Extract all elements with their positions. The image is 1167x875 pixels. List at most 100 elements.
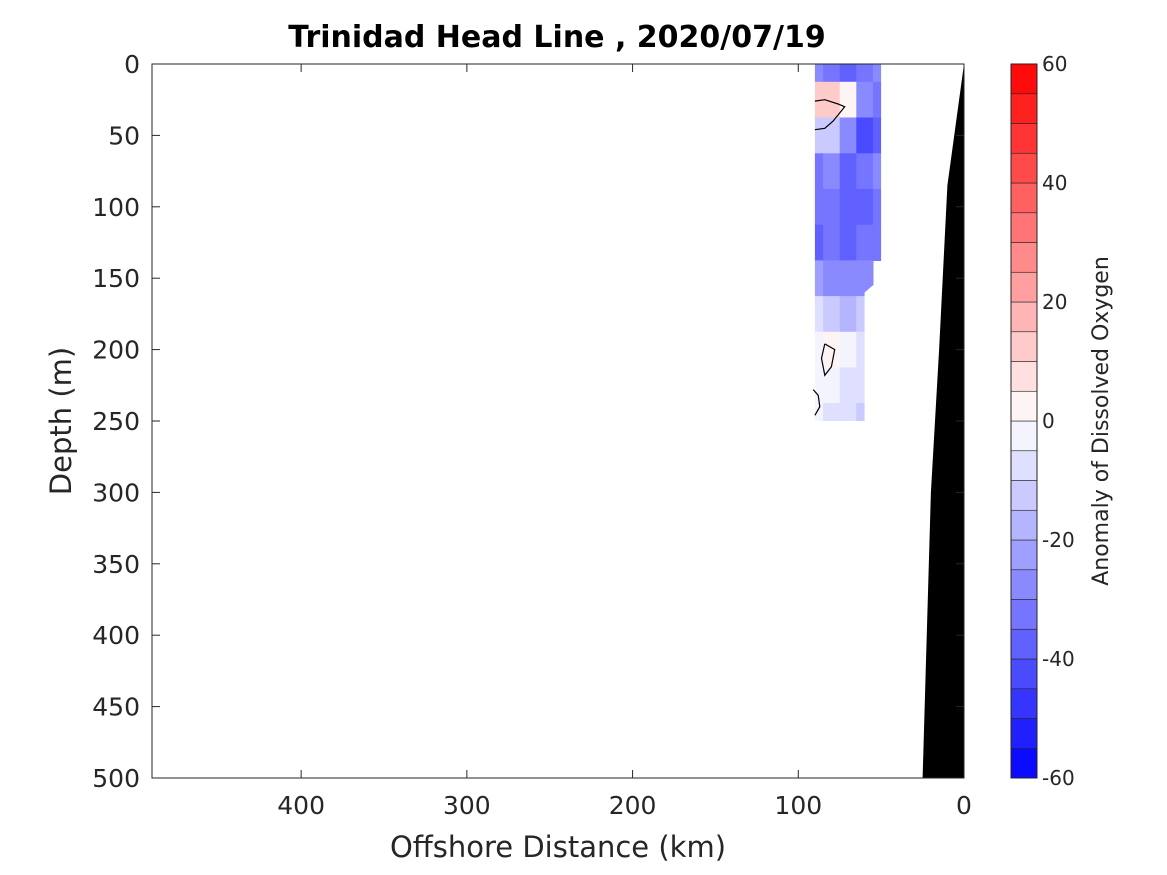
field-cell bbox=[839, 64, 857, 83]
field-cell bbox=[823, 403, 841, 421]
colorbar-tick-label: -60 bbox=[1042, 766, 1075, 790]
field-cell bbox=[839, 224, 857, 261]
zero-contour-line bbox=[814, 99, 846, 131]
x-axis-label: Offshore Distance (km) bbox=[390, 830, 726, 864]
y-axis-ticks: 0 50 100 150 200 250 300 350 400 450 500 bbox=[92, 50, 964, 793]
field-cell bbox=[814, 153, 824, 190]
y-tick-label: 450 bbox=[92, 693, 140, 722]
bathymetry-shape bbox=[922, 64, 964, 778]
colorbar bbox=[1010, 63, 1038, 779]
colorbar-swatch bbox=[1010, 301, 1038, 333]
field-cell bbox=[872, 224, 882, 261]
colorbar-swatch bbox=[1010, 450, 1038, 481]
y-tick-label: 500 bbox=[92, 764, 140, 793]
x-tick-label: 300 bbox=[443, 791, 491, 820]
colorbar-swatch bbox=[1010, 539, 1038, 571]
colorbar-label: Anomaly of Dissolved Oxygen bbox=[1089, 256, 1114, 586]
field-cell bbox=[823, 153, 841, 190]
y-tick-label: 0 bbox=[124, 50, 140, 79]
field-cell bbox=[814, 64, 824, 83]
field-cell bbox=[814, 331, 824, 369]
field-cell bbox=[814, 188, 824, 226]
zero-contour-line bbox=[812, 389, 821, 416]
field-cell bbox=[839, 117, 857, 154]
colorbar-swatch bbox=[1010, 212, 1038, 243]
field-cell bbox=[856, 188, 874, 226]
field-cell bbox=[872, 117, 882, 154]
colorbar-swatch bbox=[1010, 658, 1038, 690]
y-tick-label: 250 bbox=[92, 407, 140, 436]
field-cell bbox=[856, 224, 874, 261]
field-cell bbox=[839, 296, 857, 333]
y-tick-label: 200 bbox=[92, 336, 140, 365]
field-cell bbox=[823, 81, 841, 119]
zero-contour-line bbox=[820, 343, 836, 377]
field-cell bbox=[856, 260, 874, 297]
colorbar-tick-label: -40 bbox=[1042, 647, 1075, 671]
colorbar-swatch bbox=[1010, 123, 1038, 154]
x-tick-label: 400 bbox=[277, 791, 325, 820]
colorbar-swatch bbox=[1010, 509, 1038, 541]
colorbar-swatch bbox=[1010, 569, 1038, 600]
colorbar-tick-label: 20 bbox=[1042, 290, 1067, 314]
colorbar-swatch bbox=[1010, 718, 1038, 749]
field-cell bbox=[823, 188, 841, 226]
field-cell bbox=[839, 153, 857, 190]
x-tick-label: 200 bbox=[609, 791, 657, 820]
y-tick-label: 150 bbox=[92, 264, 140, 293]
y-tick-label: 300 bbox=[92, 478, 140, 507]
field-cell bbox=[856, 117, 874, 154]
field-cell bbox=[856, 64, 874, 83]
field-cell bbox=[823, 224, 841, 261]
x-axis-ticks: 400 300 200 100 0 bbox=[277, 64, 972, 820]
field-cell bbox=[814, 296, 824, 333]
colorbar-swatch bbox=[1010, 688, 1038, 719]
field-cell bbox=[856, 81, 874, 119]
y-tick-label: 350 bbox=[92, 550, 140, 579]
colorbar-swatch bbox=[1010, 242, 1038, 273]
colorbar-tick-label: -20 bbox=[1042, 528, 1075, 552]
colorbar-swatch bbox=[1010, 331, 1038, 362]
field-cell bbox=[823, 64, 841, 83]
colorbar-swatch bbox=[1010, 747, 1038, 779]
field-cell bbox=[823, 260, 841, 297]
field-cell bbox=[814, 224, 824, 261]
y-tick-label: 400 bbox=[92, 621, 140, 650]
field-cell bbox=[839, 331, 857, 369]
colorbar-tick-label: 60 bbox=[1042, 52, 1067, 76]
field-cell bbox=[823, 296, 841, 333]
y-axis-label: Depth (m) bbox=[44, 347, 78, 495]
field-cell bbox=[814, 117, 824, 154]
plot-area bbox=[151, 63, 965, 779]
field-cell bbox=[872, 81, 882, 119]
field-cell bbox=[814, 260, 824, 297]
x-tick-label: 0 bbox=[956, 791, 972, 820]
colorbar-swatch bbox=[1010, 599, 1038, 630]
colorbar-tick-label: 0 bbox=[1042, 409, 1055, 433]
y-tick-label: 100 bbox=[92, 193, 140, 222]
field-cell bbox=[823, 331, 841, 369]
field-cell bbox=[872, 188, 882, 226]
colorbar-frame bbox=[1010, 63, 1038, 779]
colorbar-swatch bbox=[1010, 271, 1038, 303]
field-cell bbox=[823, 367, 841, 404]
field-cell bbox=[839, 81, 857, 119]
colorbar-swatch bbox=[1010, 93, 1038, 124]
field-cell bbox=[814, 367, 824, 404]
zero-contours bbox=[812, 99, 846, 416]
colorbar-swatch bbox=[1010, 628, 1038, 660]
colorbar-tick-label: 40 bbox=[1042, 171, 1067, 195]
field-cell bbox=[872, 153, 882, 190]
y-tick-label: 50 bbox=[108, 121, 140, 150]
x-tick-label: 100 bbox=[774, 791, 822, 820]
field-cell bbox=[856, 153, 874, 190]
field-cell bbox=[839, 403, 857, 421]
chart-title: Trinidad Head Line , 2020/07/19 bbox=[288, 20, 825, 55]
colorbar-swatch bbox=[1010, 182, 1038, 214]
colorbar-swatch bbox=[1010, 420, 1038, 452]
colorbar-swatch bbox=[1010, 390, 1038, 422]
field-cell bbox=[839, 188, 857, 226]
colorbar-swatch bbox=[1010, 361, 1038, 392]
field-cell bbox=[872, 64, 882, 83]
